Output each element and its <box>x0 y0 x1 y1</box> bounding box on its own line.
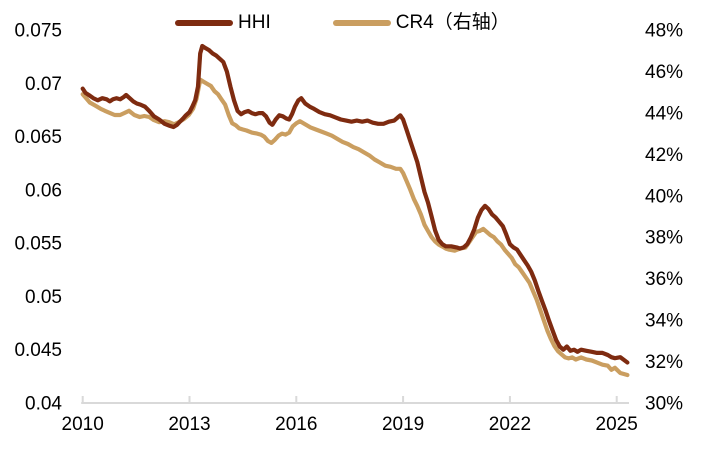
legend-label-cr4: CR4（右轴） <box>395 12 510 33</box>
legend-item-hhi: HHI <box>175 13 271 33</box>
x-axis-tick-label: 2025 <box>596 414 638 435</box>
left-axis-tick-label: 0.065 <box>14 127 62 148</box>
right-axis-tick-label: 46% <box>645 62 683 83</box>
right-axis-tick-label: 42% <box>645 145 683 166</box>
left-axis-tick-label: 0.055 <box>14 234 62 255</box>
right-axis-tick-label: 36% <box>645 269 683 290</box>
left-axis-tick-label: 0.04 <box>25 394 62 415</box>
left-axis-tick-label: 0.05 <box>25 287 62 308</box>
left-axis-tick-label: 0.075 <box>14 21 62 42</box>
hhi-line <box>80 43 630 365</box>
right-axis-tick-label: 30% <box>645 394 683 415</box>
right-axis-tick-label: 48% <box>645 21 683 42</box>
cr4-line-swatch <box>332 20 391 26</box>
x-axis-tick-label: 2019 <box>382 414 424 435</box>
right-axis-tick-label: 44% <box>645 103 683 124</box>
legend-label-hhi: HHI <box>238 12 271 33</box>
right-axis-tick-label: 34% <box>645 311 683 332</box>
right-axis-tick-label: 32% <box>645 352 683 373</box>
x-axis-tick-label: 2013 <box>168 414 210 435</box>
right-axis-tick-label: 38% <box>645 228 683 249</box>
left-axis-tick-label: 0.045 <box>14 340 62 361</box>
x-axis-tick-label: 2010 <box>62 414 104 435</box>
right-axis-tick-label: 40% <box>645 186 683 207</box>
legend-item-cr4: CR4（右轴） <box>332 12 510 33</box>
left-axis-tick-label: 0.07 <box>25 74 62 95</box>
left-axis-tick-label: 0.06 <box>25 180 62 201</box>
chart-legend: HHI CR4（右轴） <box>175 13 510 33</box>
hhi-line-swatch <box>175 20 233 26</box>
x-axis-tick-label: 2022 <box>489 414 531 435</box>
x-axis-tick-label: 2016 <box>275 414 317 435</box>
